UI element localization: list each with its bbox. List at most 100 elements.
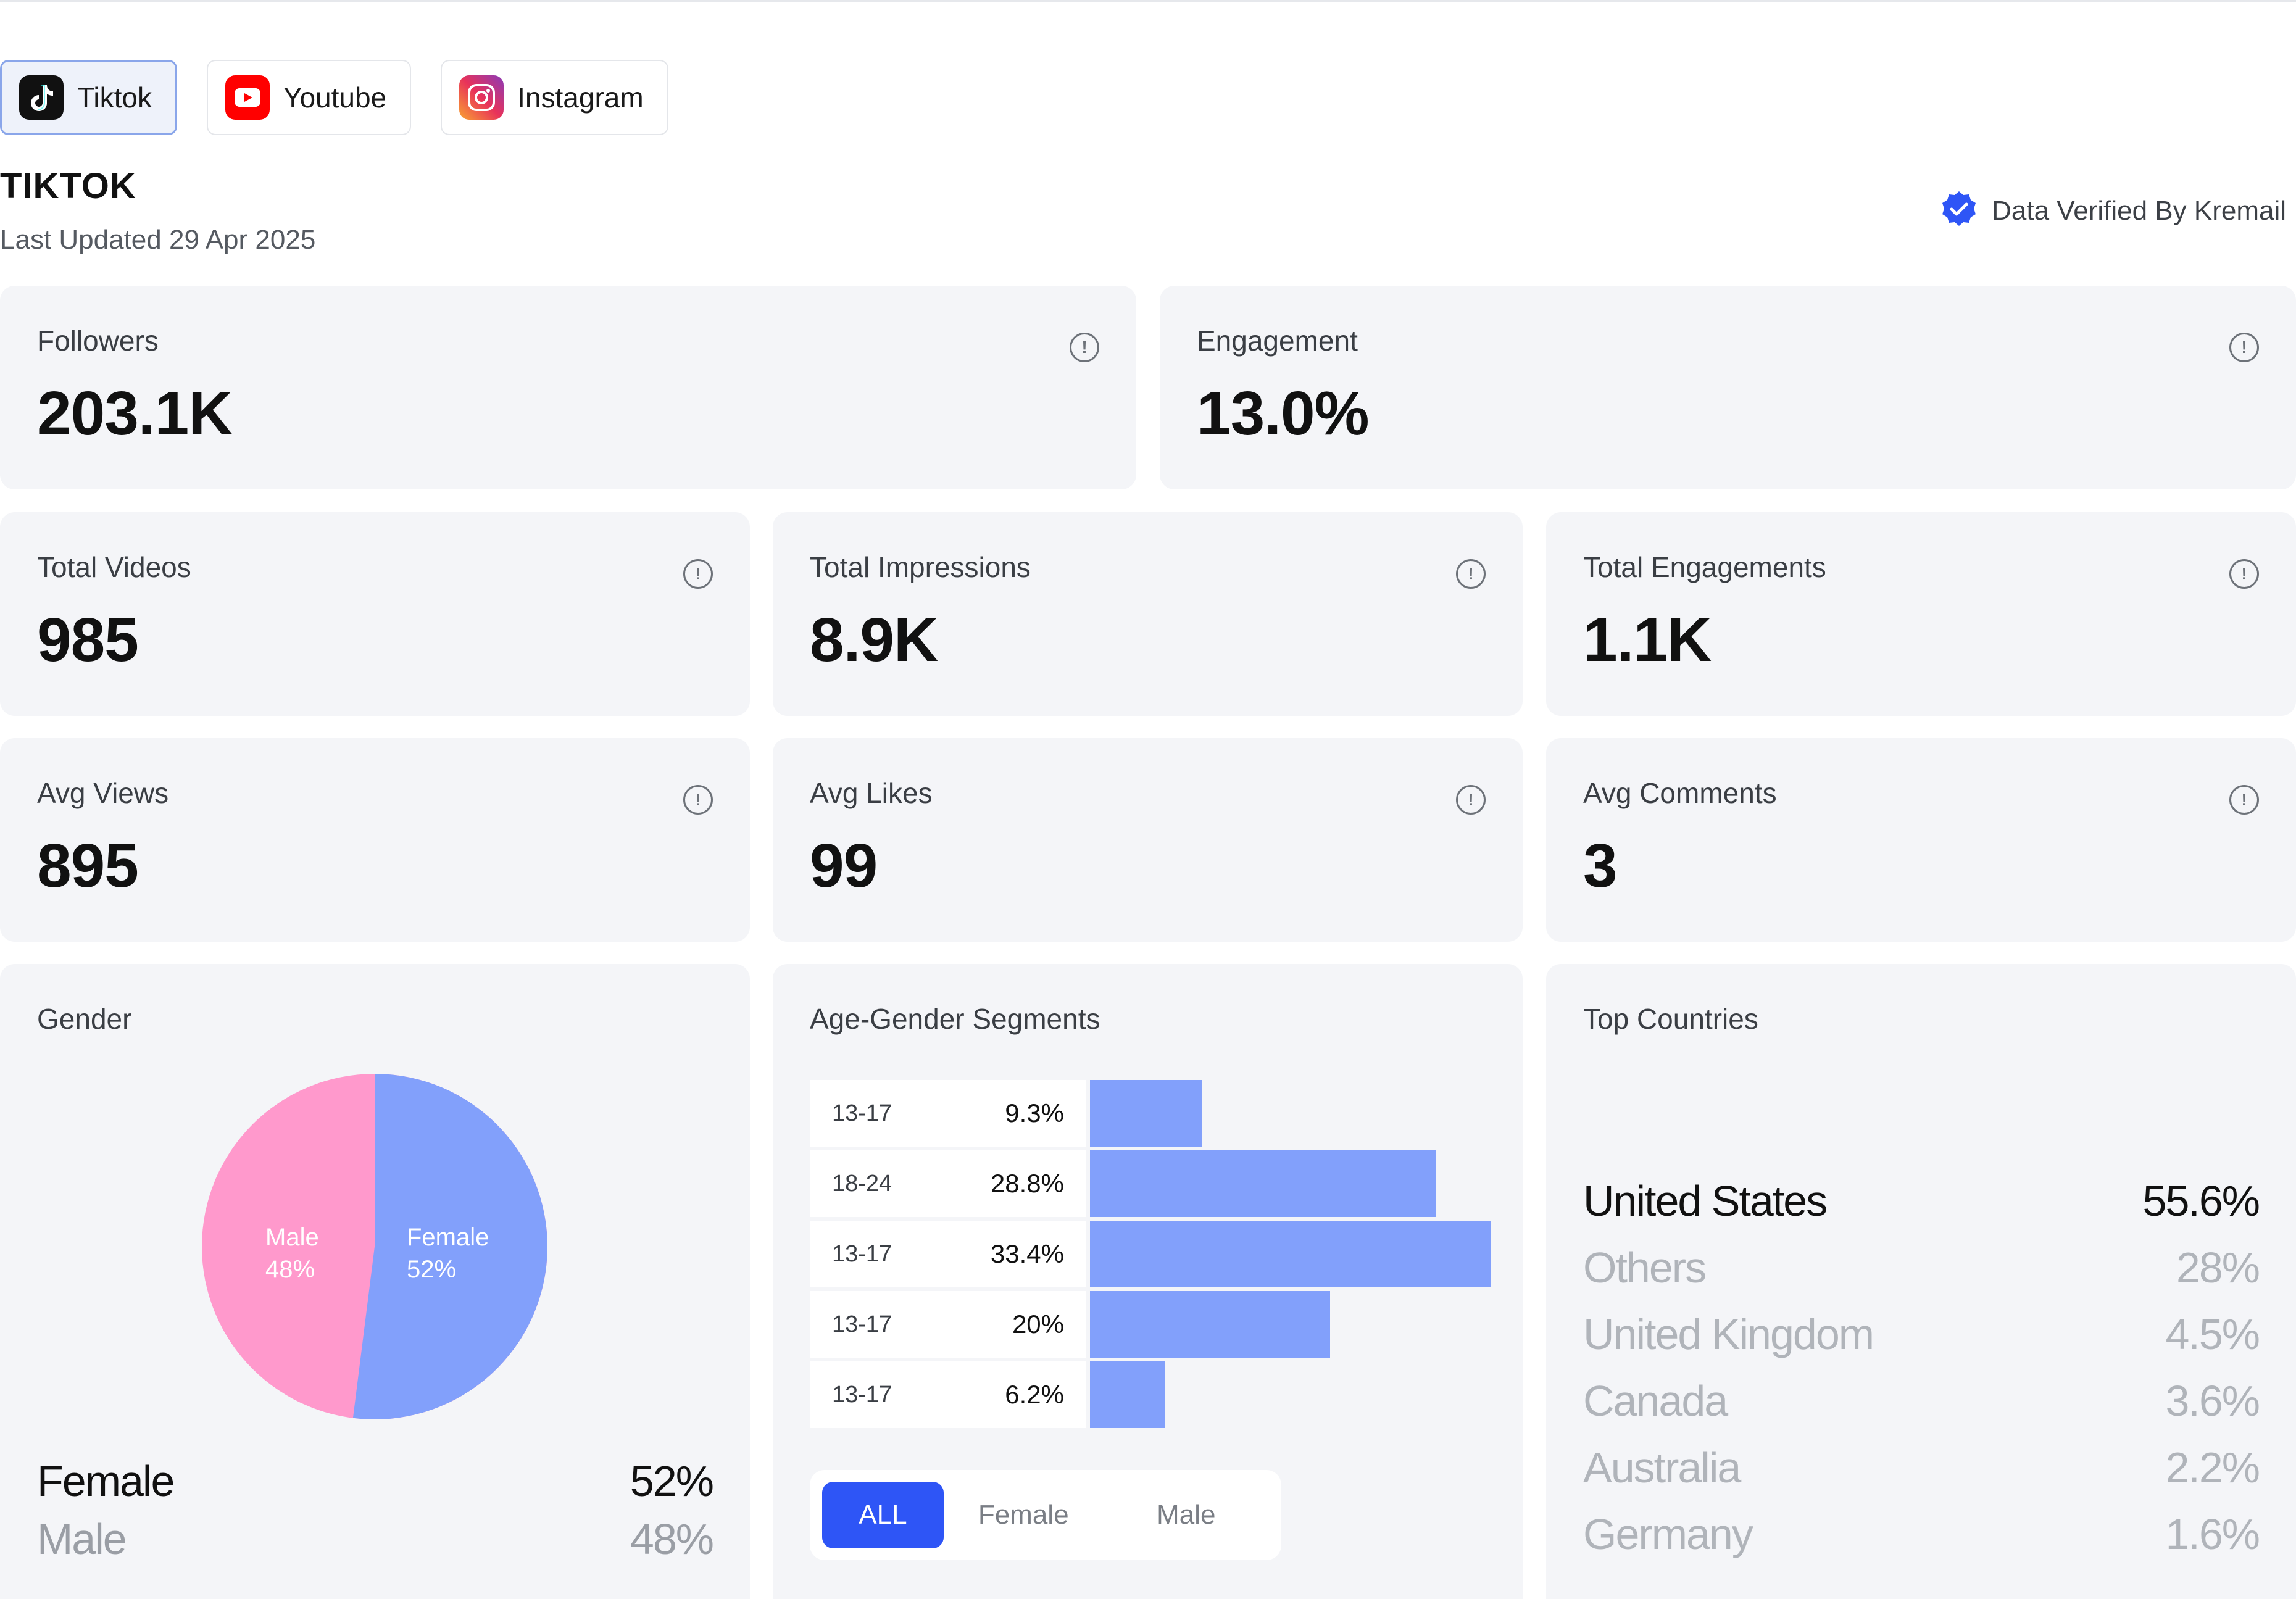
- gender-legend-female: Female 52%: [37, 1456, 714, 1506]
- tiktok-icon: [19, 75, 64, 120]
- age-range: 13-17: [832, 1311, 892, 1337]
- country-row: Canada 3.6%: [1583, 1376, 2260, 1426]
- legend-name: Male: [37, 1515, 127, 1563]
- stat-label: Total Engagements: [1583, 551, 1826, 583]
- followers-card: Followers 203.1K !: [0, 286, 1136, 489]
- age-segment-row: 13-17 6.2%: [810, 1361, 1165, 1428]
- filter-all-button[interactable]: ALL: [822, 1482, 944, 1548]
- stat-label: Followers: [37, 325, 159, 357]
- country-pct: 2.2%: [2165, 1443, 2260, 1492]
- country-row: Germany 1.6%: [1583, 1510, 2260, 1559]
- age-range: 18-24: [832, 1170, 892, 1197]
- age-segment-bar: [1090, 1291, 1330, 1358]
- info-icon[interactable]: !: [683, 559, 713, 589]
- legend-name: Female: [37, 1457, 175, 1505]
- age-segment-bar: [1090, 1361, 1165, 1428]
- stat-label: Engagement: [1197, 325, 1358, 357]
- card-title: Age-Gender Segments: [810, 1003, 1100, 1035]
- country-name: Germany: [1583, 1510, 1753, 1558]
- age-pct: 9.3%: [1005, 1099, 1064, 1128]
- verified-badge: Data Verified By Kremail: [1940, 190, 2286, 231]
- info-icon[interactable]: !: [1456, 559, 1486, 589]
- tab-youtube[interactable]: Youtube: [206, 60, 412, 135]
- country-name: United Kingdom: [1583, 1310, 1874, 1358]
- female-slice-pct: 52%: [407, 1256, 456, 1283]
- stat-value: 3: [1583, 831, 1618, 900]
- stat-value: 1.1K: [1583, 605, 1712, 675]
- tab-tiktok[interactable]: Tiktok: [0, 60, 177, 135]
- info-icon[interactable]: !: [1456, 785, 1486, 815]
- total-impressions-card: Total Impressions 8.9K !: [773, 512, 1523, 716]
- country-name: Others: [1583, 1244, 1707, 1292]
- gender-pie-chart: Male 48% Female 52%: [202, 1074, 547, 1419]
- age-range: 13-17: [832, 1240, 892, 1267]
- age-segment-bar: [1090, 1221, 1491, 1287]
- tab-label: Youtube: [283, 81, 387, 114]
- engagement-card: Engagement 13.0% !: [1160, 286, 2296, 489]
- country-pct: 55.6%: [2142, 1177, 2260, 1225]
- info-icon[interactable]: !: [683, 785, 713, 815]
- platform-tabs: Tiktok Youtube Instagram: [0, 60, 668, 135]
- stat-label: Total Impressions: [810, 551, 1031, 583]
- age-segment-bar: [1090, 1080, 1202, 1147]
- youtube-icon: [225, 75, 270, 120]
- avg-comments-card: Avg Comments 3 !: [1546, 738, 2296, 942]
- filter-female-button[interactable]: Female: [978, 1500, 1069, 1530]
- stat-value: 8.9K: [810, 605, 938, 675]
- info-icon[interactable]: !: [2229, 785, 2259, 815]
- tab-instagram[interactable]: Instagram: [441, 60, 668, 135]
- country-row: Others 28%: [1583, 1243, 2260, 1292]
- stat-value: 203.1K: [37, 379, 233, 448]
- age-range: 13-17: [832, 1381, 892, 1408]
- filter-male-button[interactable]: Male: [1157, 1500, 1216, 1530]
- top-countries-card: Top Countries United States 55.6% Others 28…: [1546, 964, 2296, 1599]
- age-segment-cells: 13-17 20%: [810, 1291, 1086, 1358]
- male-slice-pct: 48%: [265, 1256, 315, 1283]
- info-icon[interactable]: !: [1070, 333, 1099, 362]
- info-icon[interactable]: !: [2229, 333, 2259, 362]
- age-segment-row: 13-17 20%: [810, 1291, 1330, 1358]
- total-videos-card: Total Videos 985 !: [0, 512, 750, 716]
- country-row: United Kingdom 4.5%: [1583, 1310, 2260, 1359]
- age-range: 13-17: [832, 1100, 892, 1126]
- age-pct: 33.4%: [990, 1239, 1064, 1268]
- gender-legend-male: Male 48%: [37, 1514, 714, 1564]
- legend-pct: 52%: [630, 1457, 714, 1505]
- age-segment-row: 13-17 9.3%: [810, 1080, 1202, 1147]
- top-divider: [0, 0, 2296, 2]
- age-pct: 20%: [1012, 1310, 1064, 1339]
- page-title: TIKTOK: [0, 166, 136, 206]
- country-pct: 4.5%: [2165, 1310, 2260, 1358]
- tab-label: Tiktok: [77, 81, 152, 114]
- last-updated: Last Updated 29 Apr 2025: [0, 225, 316, 255]
- male-slice-label: Male: [265, 1224, 319, 1251]
- card-title: Gender: [37, 1003, 132, 1035]
- stat-label: Avg Views: [37, 777, 169, 809]
- country-row: United States 55.6%: [1583, 1176, 2260, 1226]
- age-segment-row: 13-17 33.4%: [810, 1221, 1491, 1287]
- stat-label: Avg Comments: [1583, 777, 1777, 809]
- legend-pct: 48%: [630, 1515, 714, 1563]
- stat-value: 99: [810, 831, 878, 900]
- country-name: United States: [1583, 1177, 1828, 1225]
- tab-label: Instagram: [517, 81, 644, 114]
- age-segment-cells: 13-17 33.4%: [810, 1221, 1086, 1287]
- stat-label: Total Videos: [37, 551, 191, 583]
- age-segment-cells: 13-17 9.3%: [810, 1080, 1086, 1147]
- info-icon[interactable]: !: [2229, 559, 2259, 589]
- age-pct: 28.8%: [990, 1169, 1064, 1198]
- segment-filter: ALL Female Male: [810, 1470, 1281, 1560]
- card-title: Top Countries: [1583, 1003, 1758, 1035]
- age-segment-cells: 18-24 28.8%: [810, 1150, 1086, 1217]
- country-row: Australia 2.2%: [1583, 1443, 2260, 1492]
- stat-value: 13.0%: [1197, 379, 1370, 448]
- gender-card: Gender Male 48% Female 52% Female 52% Ma…: [0, 964, 750, 1599]
- age-segment-bar: [1090, 1150, 1436, 1217]
- country-pct: 28%: [2176, 1244, 2260, 1292]
- female-slice-label: Female: [407, 1224, 489, 1251]
- age-gender-card: Age-Gender Segments 13-17 9.3% 18-24 28.8% 1…: [773, 964, 1523, 1599]
- country-name: Australia: [1583, 1443, 1741, 1492]
- pie-slice-female: [352, 1074, 547, 1419]
- stat-value: 895: [37, 831, 139, 900]
- verified-check-icon: [1940, 190, 1978, 231]
